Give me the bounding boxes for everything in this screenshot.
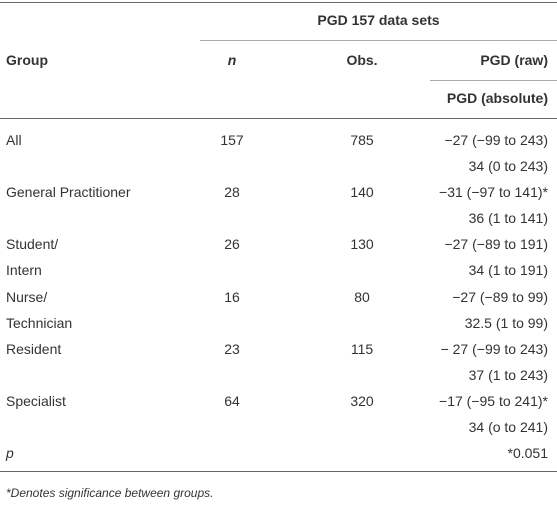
raw-cell: − 27 (−99 to 243): [440, 340, 548, 357]
header-n: n: [227, 52, 237, 68]
obs-cell: 80: [354, 288, 370, 305]
raw-cell: −27 (−89 to 191): [444, 236, 548, 253]
group-cell: Nurse/: [6, 288, 48, 305]
absolute-cell: 34 (1 to 191): [468, 262, 548, 279]
absolute-cell: 34 (o to 241): [468, 419, 548, 435]
group-cell: Resident: [6, 340, 62, 357]
rule: [0, 471, 557, 472]
n-cell: 157: [220, 132, 244, 148]
group-cell: Student/: [6, 236, 59, 253]
rule: [200, 40, 557, 41]
absolute-cell: 36 (1 to 141): [468, 210, 548, 227]
obs-cell: 115: [350, 340, 374, 357]
group-cell: p: [6, 445, 14, 462]
header-group: Group: [6, 52, 48, 68]
obs-cell: 320: [350, 393, 374, 409]
n-cell: 28: [224, 184, 240, 201]
obs-cell: 140: [350, 184, 374, 201]
group-cell: Technician: [6, 314, 73, 331]
n-cell: 26: [224, 236, 240, 253]
raw-cell: −27 (−89 to 99): [452, 288, 548, 305]
n-cell: 64: [224, 393, 240, 409]
p-value-cell: *0.051: [507, 445, 548, 462]
raw-cell: −31 (−97 to 141)*: [439, 184, 548, 201]
group-cell: Specialist: [6, 393, 66, 409]
group-cell: General Practitioner: [6, 184, 131, 201]
obs-cell: 785: [350, 132, 374, 148]
rule: [0, 2, 557, 3]
absolute-cell: 34 (0 to 243): [468, 158, 548, 174]
absolute-cell: 32.5 (1 to 99): [464, 314, 548, 331]
n-cell: 16: [224, 288, 240, 305]
group-cell: Intern: [6, 262, 42, 279]
obs-cell: 130: [350, 236, 374, 253]
header-raw: PGD (raw): [480, 52, 548, 68]
absolute-cell: 37 (1 to 243): [468, 366, 548, 383]
span-title: PGD 157 data sets: [317, 12, 440, 28]
header-obs: Obs.: [346, 52, 378, 68]
rule: [0, 118, 557, 119]
header-absolute: PGD (absolute): [446, 90, 548, 106]
group-cell: All: [6, 132, 22, 148]
rule: [430, 80, 557, 81]
raw-cell: −17 (−95 to 241)*: [439, 393, 548, 409]
n-cell: 23: [224, 340, 240, 357]
raw-cell: −27 (−99 to 243): [444, 132, 548, 148]
footnote: *Denotes significance between groups.: [6, 486, 214, 500]
